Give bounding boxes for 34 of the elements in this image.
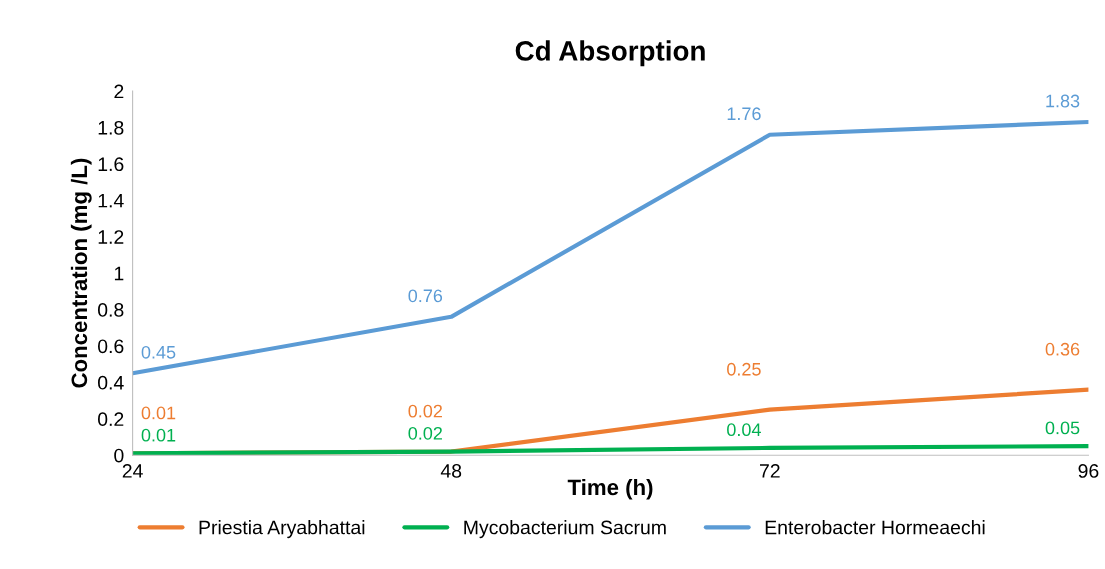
y-tick-label: 0.8 [98, 303, 124, 317]
y-tick-label: 0.4 [98, 375, 124, 390]
data-label: 1.83 [1046, 94, 1080, 108]
data-label: 0.05 [1045, 421, 1080, 435]
x-axis-title: Time (h) [567, 478, 653, 500]
y-tick-label: 1.2 [98, 230, 124, 244]
data-label: 0.25 [727, 362, 761, 376]
data-label: 0.02 [408, 426, 442, 440]
legend-label: Mycobacterium Sacrum [464, 520, 666, 539]
line-series [132, 119, 1089, 376]
legend-label: Enterobacter Hormeaechi [765, 520, 985, 535]
data-label: 0.04 [727, 423, 761, 437]
x-tick-label: 48 [440, 464, 462, 478]
y-tick-label: 1 [114, 266, 124, 281]
x-tick-label: 96 [1078, 464, 1099, 478]
data-label: 0.76 [408, 289, 443, 303]
y-tick-label: 1.4 [98, 193, 124, 208]
y-tick-label: 2 [114, 84, 124, 99]
legend-label: Priestia Aryabhattai [199, 520, 365, 539]
x-tick-label: 24 [122, 464, 143, 478]
y-axis-title: Concentration (mg /L) [70, 158, 92, 388]
y-tick-label: 0.6 [98, 339, 124, 354]
chart-title: Cd Absorption [515, 40, 705, 67]
y-tick-label: 1.8 [98, 120, 124, 135]
y-tick-label: 0 [114, 448, 124, 463]
data-label: 0.02 [408, 404, 442, 418]
x-tick-label: 72 [760, 464, 780, 478]
data-label: 0.45 [141, 345, 176, 359]
y-tick-label: 0.2 [98, 412, 124, 427]
data-label: 0.36 [1045, 342, 1080, 356]
data-label: 1.76 [727, 107, 761, 121]
data-label: 0.01 [141, 428, 176, 442]
data-label: 0.01 [141, 406, 176, 420]
y-tick-label: 1.6 [98, 157, 124, 172]
